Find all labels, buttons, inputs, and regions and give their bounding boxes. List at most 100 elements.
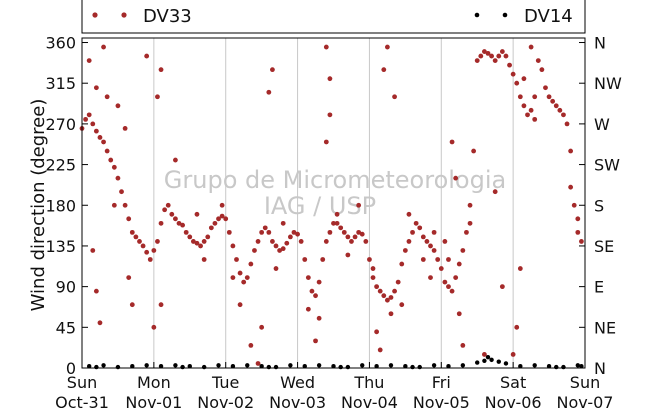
dv14-point-5 [158, 363, 164, 369]
dv33-point-180 [510, 352, 516, 357]
dv33-point-59 [291, 229, 297, 235]
dv33-point-156 [266, 89, 272, 95]
dv33-point-181 [514, 324, 520, 330]
dv33-point-117 [499, 49, 505, 54]
dv33-point-119 [507, 62, 512, 68]
y-tick-label-225: 225 [45, 156, 76, 175]
dv33-point-35 [205, 234, 211, 240]
dv33-point-103 [449, 288, 455, 294]
y-tick-label-0: 0 [66, 359, 76, 378]
x-tick-date-1: Nov-01 [125, 393, 182, 409]
dv33-point-81 [370, 275, 376, 280]
dv33-point-1 [83, 116, 88, 122]
dv33-point-40 [223, 216, 229, 222]
dv33-point-31 [190, 239, 196, 244]
dv33-point-159 [259, 324, 265, 330]
dv33-point-41 [226, 229, 232, 235]
dv33-point-157 [270, 67, 275, 73]
watermark-line-1: Grupo de Micrometeorologia [164, 166, 506, 194]
dv14-point-0 [86, 363, 92, 369]
dv33-point-139 [579, 239, 584, 244]
dv33-point-85 [384, 297, 390, 303]
dv14-point-35 [561, 364, 566, 370]
x-tick-day-7: Sun [570, 373, 600, 392]
dv14-point-42 [485, 354, 491, 360]
dv33-point-209 [575, 216, 581, 222]
dv14-point-1 [101, 363, 106, 368]
dv33-point-33 [198, 243, 203, 249]
y-axis-title: Wind direction (degree) [28, 99, 49, 312]
dv14-point-8 [201, 364, 207, 370]
dv33-point-163 [327, 112, 333, 118]
dv33-point-172 [449, 139, 455, 145]
x-tick-day-3: Wed [280, 373, 315, 392]
dv33-point-115 [492, 58, 498, 64]
dv33-point-202 [406, 211, 412, 217]
dv33-point-131 [550, 98, 556, 104]
dv33-point-61 [298, 239, 304, 244]
dv33-point-4 [93, 128, 99, 134]
dv33-point-56 [280, 246, 286, 252]
dv33-point-70 [331, 220, 336, 226]
dv33-point-176 [460, 342, 466, 348]
dv33-point-160 [323, 44, 329, 50]
dv33-point-113 [485, 50, 491, 56]
dv33-point-93 [413, 220, 419, 226]
dv33-point-150 [144, 53, 150, 59]
watermark: Grupo de Micrometeorologia IAG / USP [164, 166, 506, 220]
compass-tick-label-5: SW [594, 156, 620, 175]
dv33-point-137 [571, 202, 577, 208]
dv33-point-151 [155, 94, 160, 100]
dv33-point-44 [237, 270, 243, 276]
dv33-point-26 [173, 216, 178, 222]
dv14-point-24 [431, 363, 437, 368]
dv33-point-96 [424, 239, 430, 244]
dv33-point-60 [295, 231, 300, 237]
dv33-point-148 [126, 275, 132, 280]
dv14-point-15 [302, 363, 307, 369]
dv33-point-114 [489, 53, 494, 59]
legend-marker-dv14-b [502, 12, 508, 18]
dv33-point-171 [388, 311, 394, 317]
legend-label-dv14: DV14 [524, 6, 573, 27]
dv33-point-130 [546, 94, 552, 100]
legend: DV33 DV14 [81, 0, 586, 34]
dv33-point-153 [173, 157, 178, 163]
dv33-point-2 [86, 112, 92, 118]
dv33-point-192 [237, 302, 243, 308]
dv33-point-155 [151, 324, 157, 330]
dv33-point-142 [101, 44, 106, 50]
x-tick-date-7: Nov-07 [557, 393, 614, 409]
dv14-point-34 [546, 363, 552, 369]
dv33-point-194 [273, 266, 279, 271]
dv33-point-121 [514, 80, 520, 86]
dv14-point-44 [579, 363, 584, 369]
dv33-point-186 [115, 103, 121, 109]
dv14-point-12 [259, 363, 264, 369]
dv33-point-95 [420, 234, 426, 240]
dv33-point-36 [208, 225, 214, 231]
dv33-point-18 [144, 249, 150, 255]
compass-tick-label-4: S [594, 196, 604, 215]
compass-tick-label-3: SE [594, 237, 614, 256]
compass-tick-label-2: E [594, 278, 604, 297]
dv33-point-101 [442, 279, 448, 285]
dv33-point-63 [305, 275, 311, 280]
dv33-point-5 [97, 135, 103, 140]
dv33-point-90 [402, 248, 408, 253]
dv33-point-50 [259, 229, 265, 235]
x-tick-date-4: Nov-04 [341, 393, 398, 409]
dv33-point-193 [248, 342, 254, 348]
dv33-point-46 [244, 275, 250, 280]
dv33-point-127 [535, 58, 541, 64]
dv33-point-20 [151, 248, 157, 253]
dv33-point-164 [313, 338, 318, 344]
dv33-point-13 [126, 216, 132, 222]
dv33-point-205 [431, 229, 437, 235]
dv33-point-132 [553, 103, 559, 109]
dv14-point-2 [115, 364, 121, 370]
dv14-point-18 [345, 364, 351, 370]
dv14-point-39 [266, 364, 272, 370]
dv14-point-37 [94, 364, 99, 370]
dv33-point-107 [464, 229, 469, 235]
